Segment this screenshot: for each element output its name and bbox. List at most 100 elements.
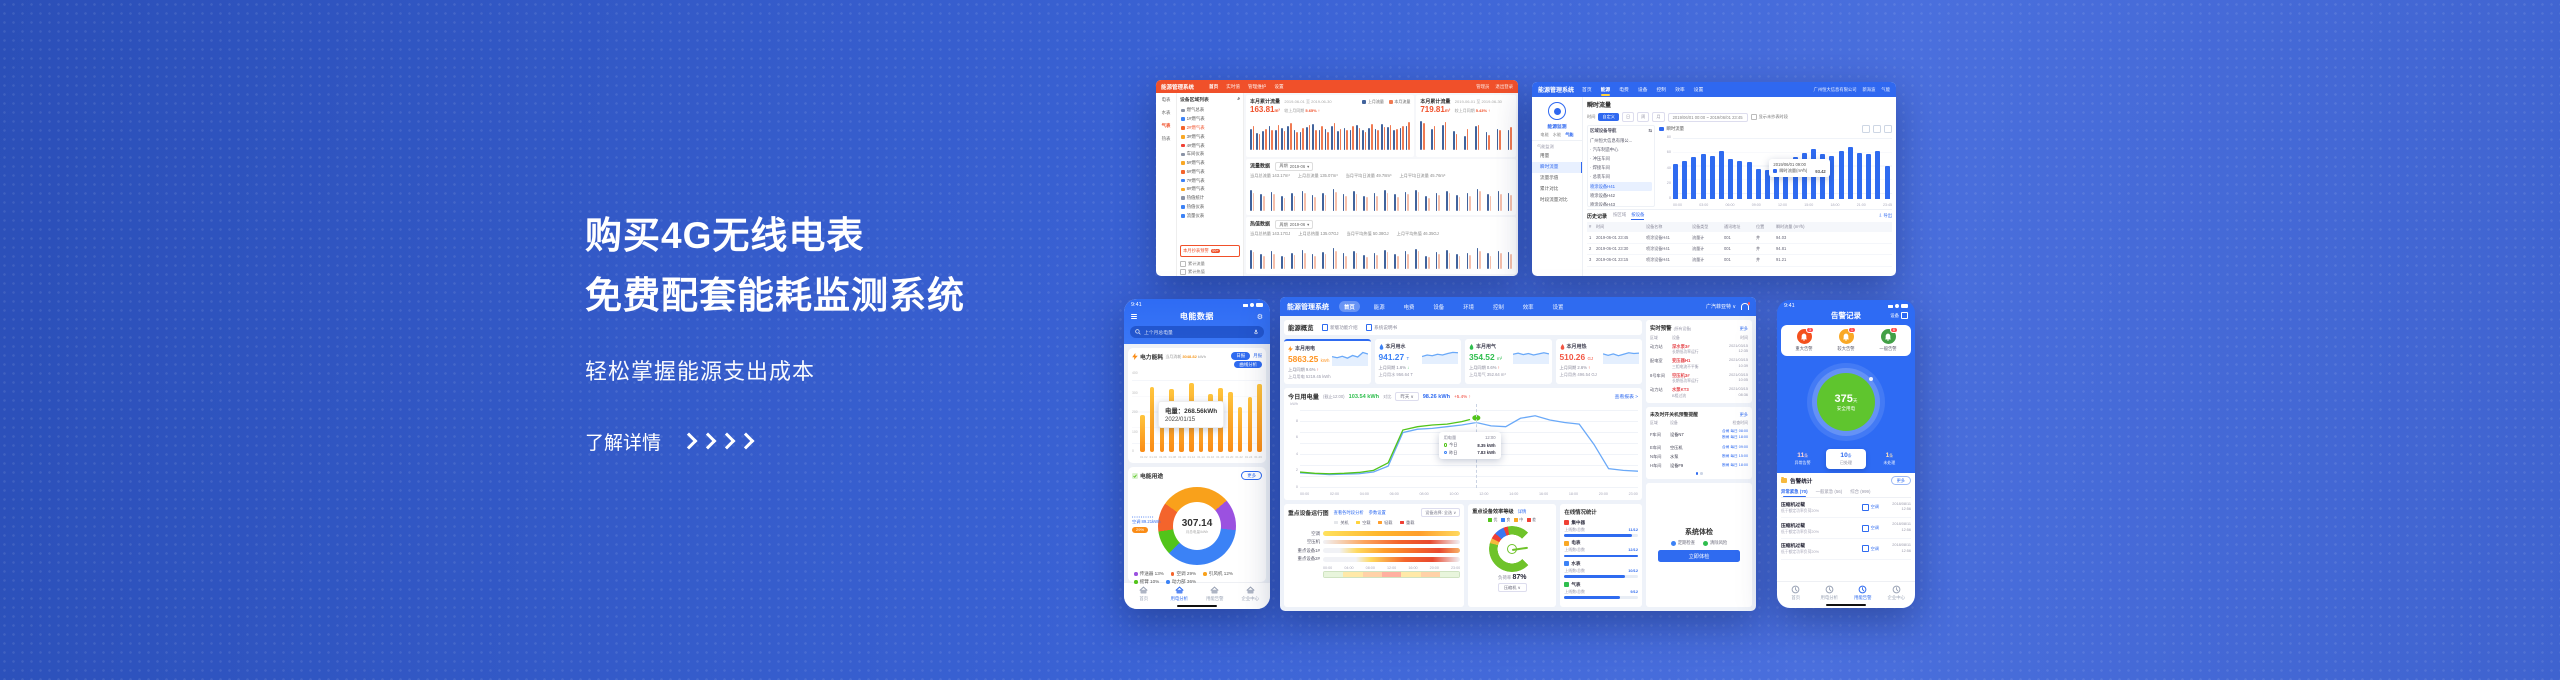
machine-select[interactable]: 压缩机 ∨ [1497,583,1527,592]
gas-nav-item[interactable]: 实时值 [1226,83,1241,89]
more-link[interactable]: 更多 [1739,411,1748,417]
sidebar-menu-item[interactable]: 时段流量对比 [1540,196,1568,202]
table-row[interactable]: 2 2019-06-01 23:30 喷涂设备H41 流量计 001 井 94.81 [1587,244,1892,256]
pagination-dots[interactable] [1650,472,1748,475]
device-tree-node[interactable]: · 汽车制造中心 [1590,146,1619,152]
alarm-type[interactable]: 3 重大告警 [1795,327,1814,351]
mode-label[interactable]: 气能 [1881,86,1890,92]
energy-type-tab[interactable]: 电能 [1540,132,1549,137]
device-tree-node[interactable]: 喷涂设备H42 [1590,192,1616,198]
device-tree-node[interactable]: · 总装车间 [1590,174,1610,180]
gas-tree-item[interactable]: 6#燃气表 [1180,167,1240,176]
flow-nav-item[interactable]: 首页 [1582,88,1592,93]
switch-row[interactable]: E车间 空压机 合闸 每日 09:00 [1650,444,1748,450]
stat-unhandled[interactable]: 1条 未处理 [1883,452,1896,465]
sidebar-menu-item[interactable]: 累计对比 [1540,185,1559,191]
device-tree-node[interactable]: 喷涂设备H41 [1590,181,1652,192]
stat-handled[interactable]: 10条 已处理 [1826,449,1866,469]
view-report-link[interactable]: 查看报表 > [1614,395,1638,400]
curve-analysis-pill[interactable]: 曲线分析 [1234,361,1262,368]
tab-item[interactable]: 企业中心 [1233,586,1269,602]
flow-nav-item[interactable]: 电费 [1619,88,1629,93]
period-select[interactable]: 周期 2019-06 ▾ [1275,161,1314,171]
flow-nav-item[interactable]: 设备 [1637,88,1648,93]
energy-type-tab[interactable]: 水能 [1552,132,1562,137]
alarm-tab[interactable]: 综合 (999) [1850,488,1871,494]
flow-nav-item[interactable]: 控制 [1656,88,1667,93]
switch-row[interactable]: F车间 设备N7 合闸 每日 08:00 断闸 每日 18:00 [1650,429,1748,440]
time-brush[interactable] [1323,570,1461,578]
gas-checkbox-row[interactable]: 累计热值 [1180,268,1240,276]
alarm-tab[interactable]: 一般紧急 (56) [1815,488,1843,494]
line-chart-icon[interactable] [1862,125,1870,133]
more-button[interactable]: 更多 [1890,476,1911,485]
gas-rail-item[interactable]: 水表 [1161,110,1171,115]
gas-tree-item[interactable]: 5#燃气表 [1180,159,1240,168]
learn-more-label[interactable]: 了解详情 [585,432,662,454]
sidebar-menu-item[interactable]: 用量 [1540,153,1550,159]
gas-rail-item[interactable]: 电表 [1161,97,1171,102]
monthly-report-pill[interactable]: 月报 [1253,353,1262,358]
gas-logout[interactable]: 退出登录 [1495,83,1513,89]
gear-icon[interactable]: ⚙ [1256,313,1263,321]
device-tree-node[interactable]: 广州恒大信息有限公... [1590,137,1633,143]
main-nav-item[interactable]: 控制 [1492,304,1504,311]
check-now-button[interactable]: 立即体检 [1657,550,1741,563]
month-button[interactable]: 月 [1652,112,1665,122]
gas-alert-box[interactable]: 本月抄表预警 99+ [1180,245,1240,257]
date-range-input[interactable]: 2019/06/01 00:00 ~ 2019/06/01 23:45 [1667,112,1748,122]
tab-item[interactable]: 首页 [1779,585,1813,601]
week-button[interactable]: 周 [1637,112,1650,122]
switch-row[interactable]: H车间 设备F9 断闸 每日 18:00 [1650,463,1748,469]
checkbox-icon[interactable] [1180,261,1186,267]
more-button[interactable]: 更多 [1241,471,1262,480]
alert-row[interactable]: 配电室 变压器H1 三相电流不平衡 2021/03/15 10:39 [1650,358,1748,369]
param-settings-link[interactable]: 参数设置 [1368,509,1386,515]
gas-nav-item[interactable]: 管理维护 [1248,83,1267,89]
main-nav-item[interactable]: 电费 [1403,304,1415,311]
tab-item[interactable]: 首页 [1126,586,1162,602]
search-icon[interactable]: ⌕ [1237,97,1240,102]
main-nav-item[interactable]: 设备 [1433,304,1445,311]
bell-icon[interactable] [1741,302,1750,310]
learn-more-link[interactable]: 了解详情 [585,428,965,455]
alarm-row[interactable]: 压缩机过载 低于额定功率负荷20% 空调 2018/08/11 12:56 [1781,518,1911,540]
gas-rail-item[interactable]: 气表 [1161,123,1171,128]
more-link[interactable]: 更多 [1739,326,1748,331]
alert-row[interactable]: 动力站 深水泵3# 长期低功率运行 2021/03/15 12:35 [1650,343,1748,355]
gas-tree-item[interactable]: 车间仪表 [1180,150,1240,159]
filter-checkbox[interactable]: 显示未抄表时段 [1750,114,1788,120]
gas-user[interactable]: 管理员 [1476,83,1490,89]
tab-item[interactable]: 用能告警 [1846,585,1880,601]
energy-type-tab[interactable]: 气能 [1565,132,1574,137]
tab-item[interactable]: 用电分析 [1162,586,1198,602]
main-nav-item[interactable]: 效率 [1522,304,1534,311]
history-tab[interactable]: 按设备 [1631,212,1645,220]
alarm-row[interactable]: 压缩机过载 低于额定功率负荷20% 空调 2018/08/11 12:56 [1781,539,1911,560]
menu-icon[interactable] [1131,313,1137,320]
period-analysis-link[interactable]: 查看各时段分析 [1333,509,1364,515]
gas-rail-item[interactable]: 热表 [1161,136,1171,141]
alarm-type[interactable]: 1 较大告警 [1837,327,1856,351]
detail-link[interactable]: 详情 [1517,508,1527,514]
table-row[interactable]: 1 2019-06-01 23:45 喷涂设备H41 流量计 001 井 94.03 [1587,232,1892,244]
gas-tree-item[interactable]: 2#燃气表 [1180,124,1240,133]
sidebar-menu-item[interactable]: 流量示值 [1540,174,1559,180]
gas-tree-item[interactable]: 3#燃气表 [1180,132,1240,141]
history-tab[interactable]: 按区域 [1613,212,1627,217]
stat-card-electricity[interactable]: 本月用电 5863.25 kWh 上月同期 9.6% ↑ 上月用电 5219.4… [1284,339,1371,384]
stat-card-gas[interactable]: 本月用气 354.52 m³ 上月同期 0.6% ↑ 上月用气 352.64 m… [1465,339,1552,384]
gas-tree-item[interactable]: 热值仪表 [1180,203,1240,212]
device-select[interactable]: 设备选择: 全选 ∨ [1421,508,1461,517]
gas-nav-item[interactable]: 设置 [1274,83,1284,89]
tab-item[interactable]: 用能告警 [1197,586,1233,602]
compare-select[interactable]: 昨天 ∨ [1395,392,1419,401]
feature-intro-link[interactable]: 新版功能介绍 [1321,324,1358,331]
alarm-type[interactable]: 6 一般告警 [1879,327,1898,351]
table-row[interactable]: 3 2019-06-01 23:15 喷涂设备H41 流量计 001 井 91.21 [1587,255,1892,267]
flow-nav-item[interactable]: 能源 [1600,82,1610,97]
alert-row[interactable]: 8号车间 空压机3# 长期低功率运行 2021/03/15 10:05 [1650,372,1748,384]
alarm-tab[interactable]: 异常紧急 (70) [1781,488,1808,497]
mic-icon[interactable] [1253,329,1259,335]
main-nav-item[interactable]: 设置 [1552,304,1564,311]
